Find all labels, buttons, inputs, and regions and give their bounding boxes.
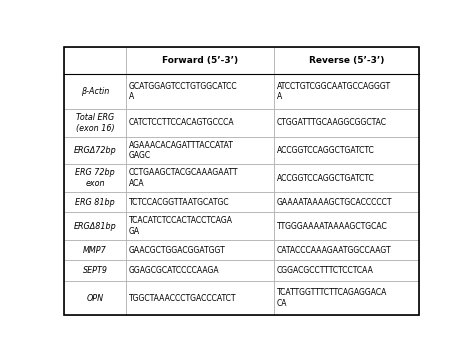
Text: CATACCCAAAGAATGGCCAAGT: CATACCCAAAGAATGGCCAAGT [277, 246, 391, 255]
Bar [64, 164, 126, 192]
Bar [126, 281, 274, 315]
Bar [64, 137, 126, 164]
Bar [64, 47, 126, 74]
Text: GAACGCTGGACGGATGGT: GAACGCTGGACGGATGGT [129, 246, 226, 255]
Text: SEPT9: SEPT9 [82, 266, 108, 275]
Bar [126, 212, 274, 240]
Text: CCTGAAGCTACGCAAAGAATT
ACA: CCTGAAGCTACGCAAAGAATT ACA [129, 168, 239, 188]
Bar [64, 74, 126, 109]
Text: TCATTGGTTTCTTCAGAGGACA
CA: TCATTGGTTTCTTCAGAGGACA CA [277, 288, 387, 308]
Bar [64, 192, 126, 212]
Bar [274, 164, 419, 192]
Text: Forward (5’-3’): Forward (5’-3’) [162, 56, 238, 65]
Text: GGAGCGCATCCCCAAGA: GGAGCGCATCCCCAAGA [129, 266, 219, 275]
Text: β-Actin: β-Actin [81, 87, 109, 96]
Bar [274, 137, 419, 164]
Text: ERGΔ72bp: ERGΔ72bp [73, 146, 117, 155]
Bar [64, 260, 126, 281]
Text: CGGACGCCTTTCTCCTCAA: CGGACGCCTTTCTCCTCAA [277, 266, 373, 275]
Bar [274, 74, 419, 109]
Text: TCTCCACGGTTAATGCATGC: TCTCCACGGTTAATGCATGC [129, 198, 230, 206]
Bar [126, 192, 274, 212]
Bar [126, 240, 274, 260]
Text: ACCGGTCCAGGCTGATCTC: ACCGGTCCAGGCTGATCTC [277, 174, 374, 183]
Bar [274, 281, 419, 315]
Bar [274, 192, 419, 212]
Text: TTGGGAAAATAAAAGCTGCAC: TTGGGAAAATAAAAGCTGCAC [277, 221, 388, 231]
Bar [274, 240, 419, 260]
Text: OPN: OPN [87, 294, 103, 303]
Bar [126, 260, 274, 281]
Bar [126, 74, 274, 109]
Bar [274, 260, 419, 281]
Bar [126, 109, 274, 137]
Text: ERG 81bp: ERG 81bp [75, 198, 115, 206]
Bar [64, 109, 126, 137]
Text: GCATGGAGTCCTGTGGCATCC
A: GCATGGAGTCCTGTGGCATCC A [129, 82, 238, 101]
Text: ERGΔ81bp: ERGΔ81bp [73, 221, 117, 231]
Bar [64, 240, 126, 260]
Bar [126, 137, 274, 164]
Text: Total ERG
(exon 16): Total ERG (exon 16) [76, 113, 114, 133]
Text: TGGCTAAACCCTGACCCATCT: TGGCTAAACCCTGACCCATCT [129, 294, 236, 303]
Text: MMP7: MMP7 [83, 246, 107, 255]
Bar [64, 281, 126, 315]
Text: TCACATCTCCACTACCTCAGA
GA: TCACATCTCCACTACCTCAGA GA [129, 216, 233, 236]
Bar [126, 164, 274, 192]
Text: ERG 72bp
exon: ERG 72bp exon [75, 168, 115, 188]
Bar [274, 212, 419, 240]
Text: CTGGATTTGCAAGGCGGCTAC: CTGGATTTGCAAGGCGGCTAC [277, 119, 387, 127]
Bar [126, 47, 274, 74]
Bar [64, 212, 126, 240]
Text: GAAAATAAAAGCTGCACCCCCT: GAAAATAAAAGCTGCACCCCCT [277, 198, 392, 206]
Bar [274, 47, 419, 74]
Text: AGAAACACAGATTTACCATAT
GAGC: AGAAACACAGATTTACCATAT GAGC [129, 141, 234, 160]
Text: CATCTCCTTCCACAGTGCCCA: CATCTCCTTCCACAGTGCCCA [129, 119, 234, 127]
Text: ATCCTGTCGGCAATGCCAGGGT
A: ATCCTGTCGGCAATGCCAGGGT A [277, 82, 391, 101]
Text: ACCGGTCCAGGCTGATCTC: ACCGGTCCAGGCTGATCTC [277, 146, 374, 155]
Text: Reverse (5’-3’): Reverse (5’-3’) [309, 56, 384, 65]
Bar [274, 109, 419, 137]
